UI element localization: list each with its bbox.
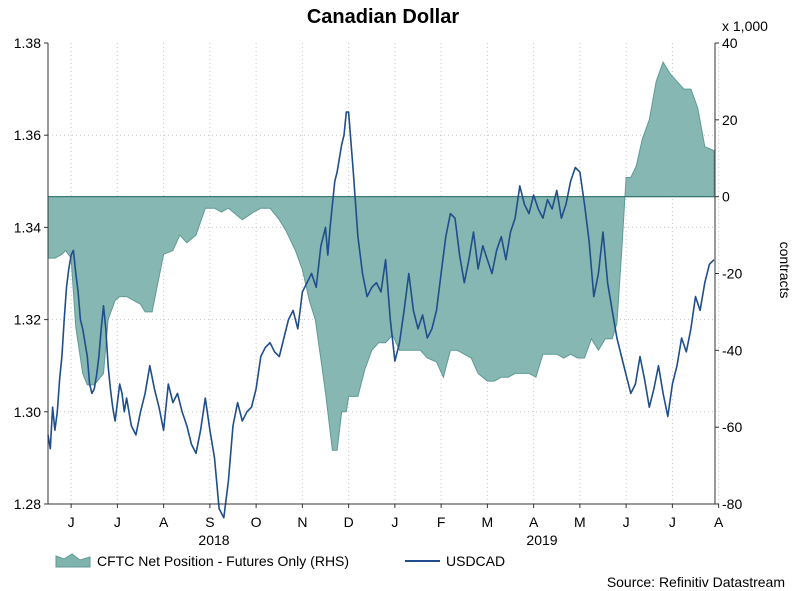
right-tick-label: 0 <box>722 189 730 205</box>
month-tick-label: J <box>623 514 630 530</box>
month-tick-label: S <box>205 514 214 530</box>
cftc-area-path <box>47 61 715 451</box>
usdcad-line <box>47 111 715 519</box>
cftc-area-layer <box>47 61 715 451</box>
month-tick-label: A <box>529 514 539 530</box>
month-tick-label: J <box>391 514 398 530</box>
right-axis-label: contracts <box>777 242 793 299</box>
month-tick-label: D <box>344 514 354 530</box>
left-tick-label: 1.30 <box>14 404 41 420</box>
month-tick-label: A <box>159 514 169 530</box>
usdcad-line-layer <box>47 111 715 519</box>
year-label-2018: 2018 <box>198 532 229 548</box>
legend: CFTC Net Position - Futures Only (RHS) U… <box>55 553 505 569</box>
month-tick-label: M <box>482 514 494 530</box>
month-tick-label: J <box>669 514 676 530</box>
left-tick-label: 1.36 <box>14 127 41 143</box>
left-axis-ticks: 1.28 1.30 1.32 1.34 1.36 1.38 <box>14 35 48 512</box>
right-tick-label: -20 <box>722 266 742 282</box>
right-tick-label: 40 <box>722 35 738 51</box>
right-axis-ticks: -80 -60 -40 -20 0 20 40 <box>715 35 742 512</box>
legend-line-label: USDCAD <box>446 553 505 569</box>
left-tick-label: 1.38 <box>14 35 41 51</box>
left-tick-label: 1.32 <box>14 312 41 328</box>
right-tick-label: -80 <box>722 496 742 512</box>
right-tick-label: 20 <box>722 112 738 128</box>
left-tick-label: 1.28 <box>14 496 41 512</box>
legend-area-swatch <box>55 553 91 568</box>
month-tick-label: N <box>297 514 307 530</box>
left-tick-label: 1.34 <box>14 219 41 235</box>
source-note: Source: Refinitiv Datastream <box>607 574 785 590</box>
month-tick-label: O <box>251 514 262 530</box>
legend-area-label: CFTC Net Position - Futures Only (RHS) <box>97 553 349 569</box>
month-tick-label: J <box>68 514 75 530</box>
right-tick-label: -60 <box>722 419 742 435</box>
right-axis-multiplier: x 1,000 <box>722 18 768 34</box>
chart-title: Canadian Dollar <box>307 6 459 28</box>
month-tick-label: F <box>437 514 446 530</box>
month-tick-label: A <box>714 514 724 530</box>
month-tick-label: J <box>114 514 121 530</box>
month-tick-label: M <box>574 514 586 530</box>
year-label-2019: 2019 <box>526 532 557 548</box>
right-tick-label: -40 <box>722 342 742 358</box>
